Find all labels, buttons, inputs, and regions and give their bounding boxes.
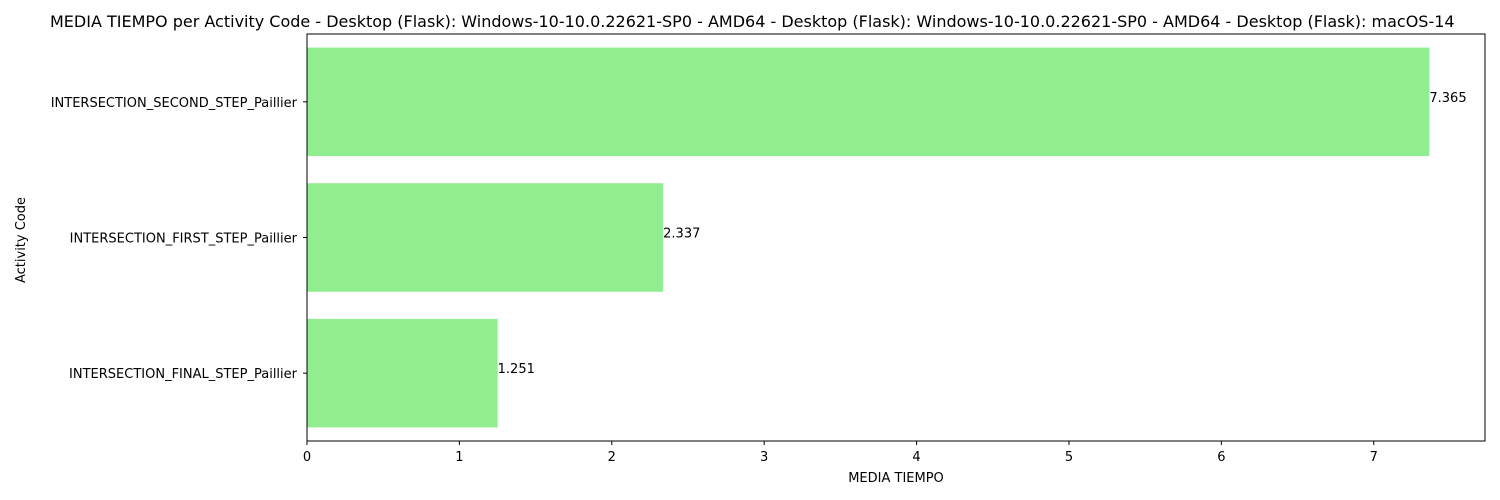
- bar: [307, 183, 664, 292]
- y-ticks-group: INTERSECTION_SECOND_STEP_Paillier INTERSE…: [51, 96, 307, 382]
- x-tick-label: 6: [1217, 450, 1225, 465]
- chart-title: MEDIA TIEMPO per Activity Code - Desktop…: [50, 12, 1455, 31]
- bar: [307, 318, 498, 428]
- x-tick-label: 4: [912, 450, 920, 465]
- bar-value-label: 2.337: [663, 227, 700, 242]
- x-tick-label: 7: [1370, 450, 1378, 465]
- x-axis-label: MEDIA TIEMPO: [848, 471, 944, 486]
- bar-value-label: 1.251: [498, 362, 535, 377]
- value-labels-group: 7.365 2.337 1.251: [498, 91, 1467, 377]
- x-tick-label: 3: [760, 450, 768, 465]
- bar: [307, 47, 1430, 157]
- bar-value-label: 7.365: [1429, 91, 1466, 106]
- x-tick-label: 1: [455, 450, 463, 465]
- y-axis-label: Activity Code: [14, 197, 29, 283]
- x-tick-label: 0: [303, 450, 311, 465]
- y-tick-label: INTERSECTION_SECOND_STEP_Paillier: [51, 96, 298, 111]
- x-tick-label: 5: [1065, 450, 1073, 465]
- x-tick-label: 2: [608, 450, 616, 465]
- x-ticks-group: 0 1 2 3 4 5 6 7: [303, 441, 1378, 465]
- y-tick-label: INTERSECTION_FIRST_STEP_Paillier: [70, 232, 298, 247]
- y-tick-label: INTERSECTION_FINAL_STEP_Paillier: [69, 367, 298, 382]
- bars-group: [307, 47, 1430, 428]
